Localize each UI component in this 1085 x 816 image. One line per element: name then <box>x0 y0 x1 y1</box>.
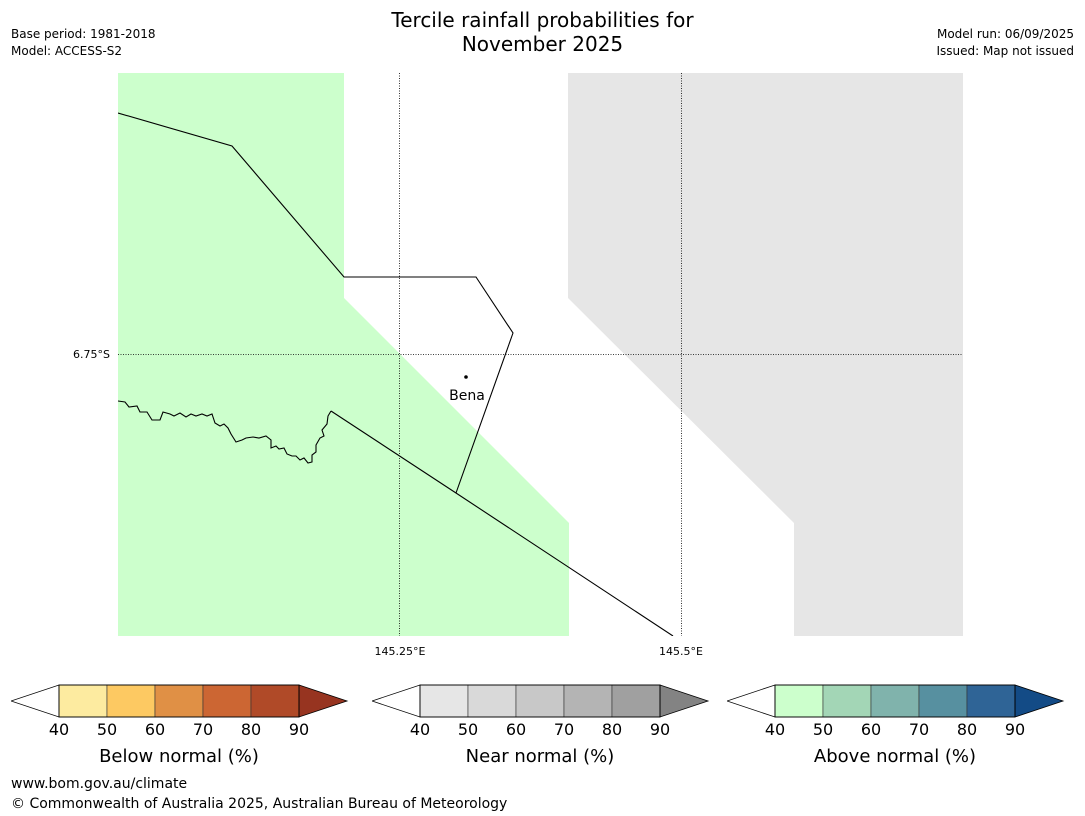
colorbar-tick-label: 60 <box>506 720 526 739</box>
title-line-2: November 2025 <box>461 32 624 56</box>
colorbar-outline <box>774 684 1016 718</box>
colorbar-segment <box>822 684 872 718</box>
colorbar-tick-label: 40 <box>49 720 69 739</box>
copyright-text: © Commonwealth of Australia 2025, Austra… <box>11 796 508 812</box>
colorbar-tick-label: 40 <box>410 720 430 739</box>
colorbar-tick-label: 80 <box>241 720 261 739</box>
below-normal-colorbar: 40 50 60 70 80 90 Below normal (%) <box>11 684 349 767</box>
map-area[interactable]: Bena 6.75°S 145.25°E 145.5°E <box>0 0 1085 670</box>
place-label-bena: Bena <box>449 388 485 404</box>
colorbar-outline <box>58 684 300 718</box>
meta-right: Model run: 06/09/2025 Issued: Map not is… <box>936 26 1074 60</box>
colorbar-tick-label: 90 <box>1005 720 1025 739</box>
colorbar-tick-label: 50 <box>97 720 117 739</box>
title-line-1: Tercile rainfall probabilities for <box>391 8 694 32</box>
colorbar-tick-label: 60 <box>861 720 881 739</box>
map-title: Tercile rainfall probabilities for Novem… <box>0 8 1085 56</box>
colorbar-segment <box>563 684 613 718</box>
coastline <box>118 400 332 464</box>
colorbar-segment <box>154 684 204 718</box>
colorbar-segment <box>202 684 252 718</box>
lon-label-145-5: 145.5°E <box>659 645 703 658</box>
base-period: Base period: 1981-2018 <box>11 27 156 41</box>
colorbar-segment <box>106 684 156 718</box>
colorbar-tick-label: 40 <box>765 720 785 739</box>
lat-label-6-75: 6.75°S <box>73 348 110 361</box>
meta-left: Base period: 1981-2018 Model: ACCESS-S2 <box>11 26 156 60</box>
colorbar-arrow-high <box>1014 684 1065 718</box>
colorbar-segment <box>515 684 565 718</box>
issued-status: Issued: Map not issued <box>936 44 1074 58</box>
colorbar-tick-label: 70 <box>909 720 929 739</box>
colorbar-tick-label: 50 <box>458 720 478 739</box>
colorbar-segment <box>250 684 300 718</box>
colorbar-arrow-high <box>659 684 710 718</box>
website-link[interactable]: www.bom.gov.au/climate <box>11 776 188 792</box>
colorbar-tick-label: 80 <box>957 720 977 739</box>
colorbar-segment <box>419 684 469 718</box>
lon-label-145-25: 145.25°E <box>375 645 426 658</box>
colorbar-segment <box>611 684 661 718</box>
colorbar-tick-label: 80 <box>602 720 622 739</box>
province-boundary-south <box>330 410 674 636</box>
colorbar-tick-label: 50 <box>813 720 833 739</box>
colorbar-segment <box>58 684 108 718</box>
model-name: Model: ACCESS-S2 <box>11 44 123 58</box>
colorbar-arrow-high <box>298 684 349 718</box>
colorbar-tick-label: 90 <box>650 720 670 739</box>
colorbar-arrow-low <box>11 684 60 718</box>
footer: www.bom.gov.au/climate © Commonwealth of… <box>11 774 507 814</box>
colorbar-segment <box>966 684 1016 718</box>
colorbar-segment <box>918 684 968 718</box>
colorbar-arrow-low <box>727 684 776 718</box>
colorbar-tick-label: 90 <box>289 720 309 739</box>
colorbar-segment <box>774 684 824 718</box>
province-boundary <box>118 112 514 494</box>
colorbar-title: Above normal (%) <box>814 746 976 767</box>
near-normal-colorbar: 40 50 60 70 80 90 Near normal (%) <box>372 684 710 767</box>
colorbar-arrow-low <box>372 684 421 718</box>
model-run: Model run: 06/09/2025 <box>936 27 1074 41</box>
colorbar-title: Near normal (%) <box>466 746 615 767</box>
colorbar-outline <box>419 684 661 718</box>
colorbar-tick-label: 70 <box>193 720 213 739</box>
bena-marker[interactable] <box>464 375 468 379</box>
colorbar-segment <box>467 684 517 718</box>
colorbar-tick-label: 70 <box>554 720 574 739</box>
colorbar-title: Below normal (%) <box>99 746 259 767</box>
colorbar-tick-label: 60 <box>145 720 165 739</box>
above-normal-colorbar: 40 50 60 70 80 90 Above normal (%) <box>727 684 1065 767</box>
colorbar-segment <box>870 684 920 718</box>
